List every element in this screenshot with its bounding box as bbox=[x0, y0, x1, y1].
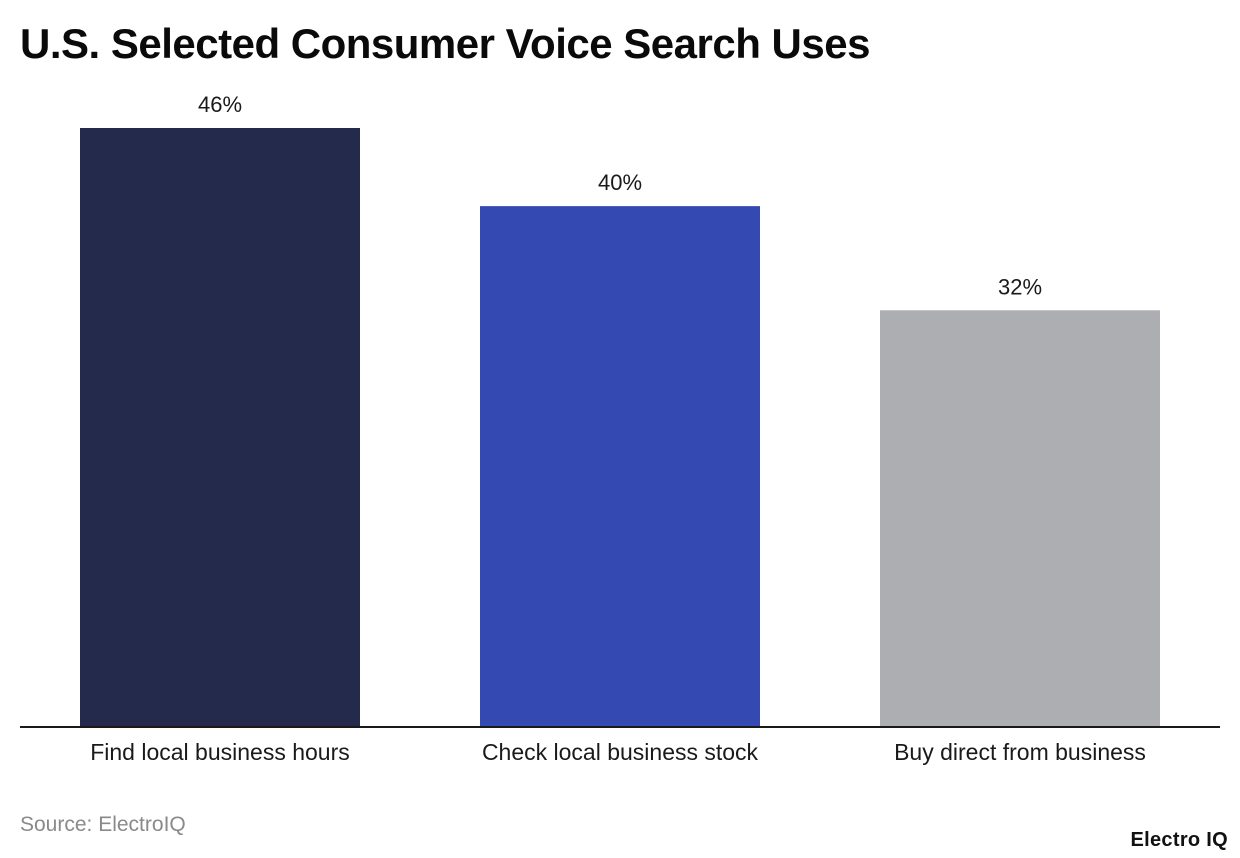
category-label-1: Find local business hours bbox=[90, 739, 350, 765]
bar-value-label-3: 32% bbox=[998, 274, 1042, 299]
bar-1 bbox=[80, 128, 360, 727]
bars-group bbox=[80, 128, 1160, 727]
labels-group: 46% Find local business hours 40% Check loc… bbox=[90, 92, 1146, 765]
bar-2 bbox=[480, 206, 760, 727]
source-note: Source: ElectroIQ bbox=[20, 813, 186, 836]
brand-logo: Electro IQ bbox=[1130, 829, 1228, 851]
bar-3 bbox=[880, 310, 1160, 727]
chart-title: U.S. Selected Consumer Voice Search Uses bbox=[20, 20, 870, 67]
category-label-3: Buy direct from business bbox=[894, 739, 1146, 765]
bar-value-label-1: 46% bbox=[198, 92, 242, 117]
category-label-2: Check local business stock bbox=[482, 739, 759, 765]
bar-value-label-2: 40% bbox=[598, 170, 642, 195]
